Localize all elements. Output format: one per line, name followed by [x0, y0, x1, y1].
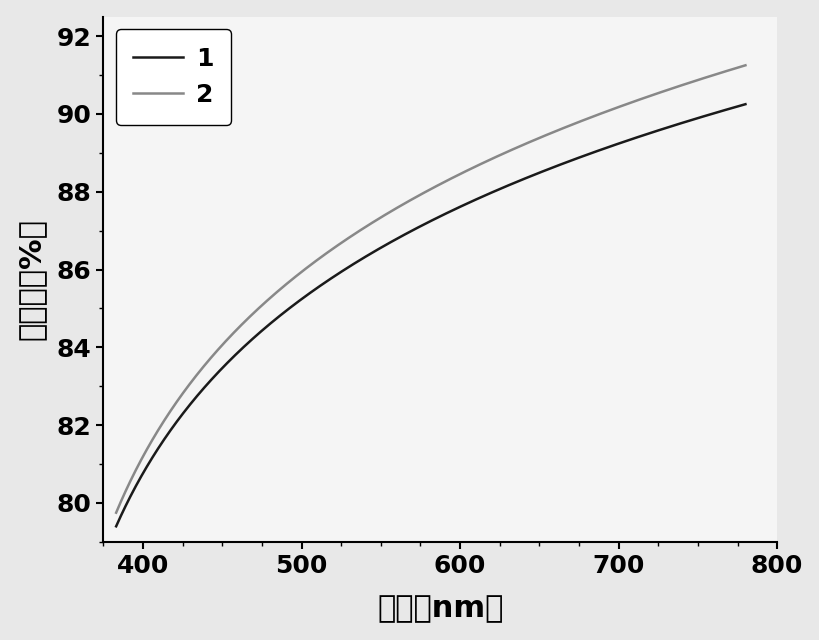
Line: 1: 1	[116, 104, 744, 526]
2	[150, 432, 160, 440]
2	[492, 152, 502, 160]
Y-axis label: 透光率（%）: 透光率（%）	[16, 218, 46, 340]
1	[740, 100, 749, 108]
2	[588, 113, 598, 120]
1	[652, 127, 662, 134]
2	[652, 90, 662, 97]
1	[512, 178, 522, 186]
2	[740, 61, 749, 69]
2	[512, 143, 522, 151]
Legend: 1, 2: 1, 2	[115, 29, 231, 125]
2	[476, 160, 486, 168]
Line: 2: 2	[116, 65, 744, 513]
1	[150, 450, 160, 458]
2	[111, 509, 121, 516]
X-axis label: 波长（nm）: 波长（nm）	[377, 595, 503, 623]
1	[588, 148, 598, 156]
1	[111, 522, 121, 530]
1	[492, 186, 502, 193]
1	[476, 193, 486, 201]
